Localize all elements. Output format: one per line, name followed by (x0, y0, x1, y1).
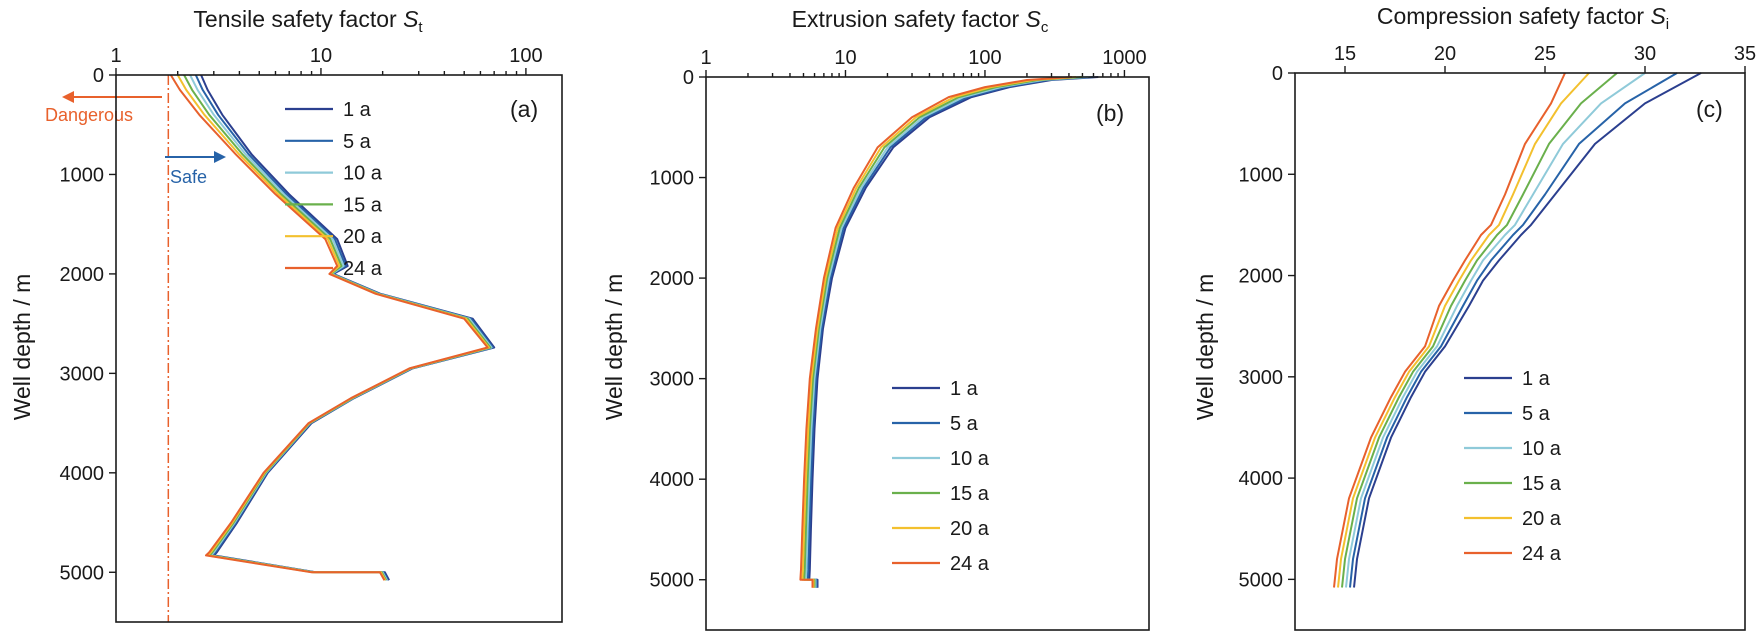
panel-a-y-ticks: 0 1000 2000 3000 4000 5000 (60, 65, 116, 584)
panel-b-label: (b) (1096, 100, 1124, 126)
y-tick-label: 2000 (60, 264, 105, 286)
panel-c-x-ticks: 15 20 25 30 35 (1334, 43, 1756, 73)
dangerous-label: Dangerous (45, 105, 133, 125)
legend-label: 15 a (1522, 473, 1562, 495)
panel-a-legend: 1 a 5 a 10 a 15 a 20 a 24 a (285, 99, 383, 280)
panel-b-series (799, 76, 1099, 588)
series-line-15a (183, 74, 492, 581)
legend-label: 24 a (343, 258, 383, 280)
y-tick-label: 4000 (60, 463, 105, 485)
series-line-15a (1341, 72, 1618, 588)
x-tick-label: 10 (310, 45, 332, 67)
panel-c-series (1333, 72, 1702, 588)
panel-c-title: Compression safety factor Si (1377, 3, 1669, 33)
y-tick-label: 5000 (1239, 569, 1284, 591)
panel-c: Compression safety factor Si Well depth … (1192, 3, 1756, 631)
y-tick-label: 3000 (1239, 367, 1284, 389)
panel-b-frame (705, 76, 1150, 631)
series-line-5a (194, 74, 494, 581)
y-tick-label: 1000 (650, 168, 695, 190)
series-line-24a (1333, 72, 1566, 588)
series-line-1a (1353, 72, 1702, 588)
y-tick-label: 3000 (60, 363, 105, 385)
legend-label: 20 a (950, 518, 990, 540)
panel-b-ylabel: Well depth / m (601, 274, 627, 421)
legend-label: 10 a (950, 448, 990, 470)
legend-label: 20 a (343, 226, 383, 248)
panel-c-ylabel: Well depth / m (1192, 274, 1218, 421)
dangerous-arrow (62, 91, 162, 103)
panel-b: Extrusion safety factor Sc Well depth / … (601, 6, 1150, 631)
panel-c-legend: 1 a 5 a 10 a 15 a 20 a 24 a (1464, 368, 1562, 565)
series-line-10a (189, 74, 493, 581)
y-tick-label: 1000 (1239, 164, 1284, 186)
x-tick-label: 1000 (1102, 47, 1147, 69)
y-tick-label: 0 (683, 67, 694, 89)
panel-a-series (169, 74, 496, 581)
panel-a: Tensile safety factor St Well depth / m … (9, 6, 563, 623)
y-tick-label: 4000 (650, 469, 695, 491)
series-line-20a (1337, 72, 1590, 588)
legend-label: 5 a (950, 413, 979, 435)
panel-c-label: (c) (1696, 96, 1723, 122)
series-line-1a (808, 76, 1099, 588)
x-tick-label: 25 (1534, 43, 1556, 65)
panel-a-label: (a) (510, 96, 538, 122)
panel-a-x-ticks: 1 10 100 (110, 45, 543, 75)
y-tick-label: 4000 (1239, 468, 1284, 490)
x-tick-label: 15 (1334, 43, 1356, 65)
x-tick-label: 30 (1634, 43, 1656, 65)
series-line-24a (799, 76, 1072, 588)
panel-b-legend: 1 a 5 a 10 a 15 a 20 a 24 a (892, 378, 990, 575)
panel-b-y-ticks: 0 1000 2000 3000 4000 5000 (650, 67, 706, 592)
x-tick-label: 1 (700, 47, 711, 69)
y-tick-label: 5000 (650, 570, 695, 592)
y-tick-label: 1000 (60, 164, 105, 186)
y-tick-label: 0 (1272, 63, 1283, 85)
panel-a-annotations: Dangerous Safe (45, 75, 226, 622)
y-tick-label: 2000 (650, 268, 695, 290)
panel-a-frame (115, 74, 563, 623)
legend-label: 1 a (1522, 368, 1551, 390)
y-tick-label: 3000 (650, 369, 695, 391)
panel-b-title: Extrusion safety factor Sc (792, 6, 1049, 36)
y-tick-label: 0 (93, 65, 104, 87)
x-tick-label: 20 (1434, 43, 1456, 65)
legend-label: 5 a (1522, 403, 1551, 425)
y-tick-label: 2000 (1239, 266, 1284, 288)
legend-label: 15 a (343, 194, 383, 216)
panel-c-frame (1294, 72, 1746, 631)
panel-c-y-ticks: 0 1000 2000 3000 4000 5000 (1239, 63, 1295, 591)
panel-b-x-ticks: 1 10 100 1000 (700, 47, 1147, 77)
x-tick-label: 10 (834, 47, 856, 69)
x-tick-label: 35 (1734, 43, 1756, 65)
legend-label: 5 a (343, 131, 372, 153)
x-tick-label: 100 (509, 45, 542, 67)
legend-label: 24 a (1522, 543, 1562, 565)
series-line-24a (169, 74, 489, 581)
series-line-5a (806, 76, 1094, 588)
panel-a-ylabel: Well depth / m (9, 274, 35, 421)
safe-label: Safe (170, 167, 207, 187)
legend-label: 24 a (950, 553, 990, 575)
legend-label: 20 a (1522, 508, 1562, 530)
series-line-10a (804, 76, 1089, 588)
safe-arrow (165, 151, 226, 163)
y-tick-label: 5000 (60, 562, 105, 584)
series-line-10a (1345, 72, 1646, 588)
series-line-5a (1349, 72, 1678, 588)
panel-a-title: Tensile safety factor St (193, 6, 423, 36)
x-tick-label: 100 (968, 47, 1001, 69)
legend-label: 1 a (950, 378, 979, 400)
series-line-20a (801, 76, 1077, 588)
legend-label: 10 a (1522, 438, 1562, 460)
legend-label: 10 a (343, 163, 383, 185)
legend-label: 15 a (950, 483, 990, 505)
x-tick-label: 1 (110, 45, 121, 67)
series-line-1a (200, 74, 496, 581)
legend-label: 1 a (343, 99, 372, 121)
series-line-20a (176, 74, 490, 581)
series-line-15a (803, 76, 1083, 588)
